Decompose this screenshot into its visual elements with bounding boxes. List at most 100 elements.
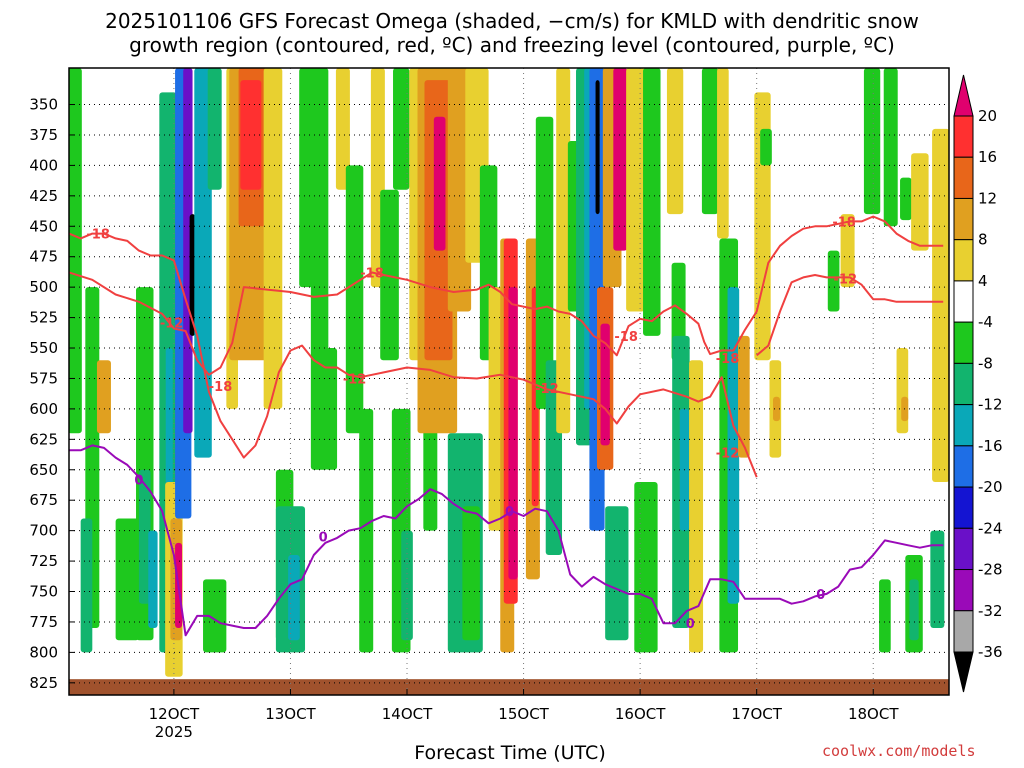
contour-line [69,215,944,376]
contour-label: -12 [160,316,184,331]
omega-cell [433,116,446,251]
colorbar-label: 8 [978,231,988,249]
omega-cell [738,335,750,458]
y-tick-label: 550 [29,339,58,357]
omega-cell [827,250,840,312]
colorbar-bottom-arrow [953,651,974,693]
x-tick-label: 13OCT [265,705,316,723]
omega-cell [613,68,628,251]
omega-cell [423,408,438,531]
omega-cell [773,396,780,422]
contour-line [756,274,944,357]
colorbar-label: -24 [978,519,1003,537]
contour-label: -12 [716,447,740,462]
contour-label: -18 [86,228,110,243]
omega-cell [194,68,212,458]
y-tick-label: 525 [29,309,58,327]
omega-cell [909,579,919,641]
omega-cell [626,68,645,312]
omega-cell [935,360,947,482]
colorbar-segment [953,115,974,158]
colorbar-label: -36 [978,643,1003,661]
y-tick-label: 600 [29,400,58,418]
omega-cell [240,80,262,190]
colorbar-segment [953,569,974,612]
omega-cell [634,481,658,653]
contour-label: -12 [834,273,858,288]
omega-cell [508,287,518,580]
colorbar-segment [953,280,974,323]
x-tick-label: 15OCT [498,705,549,723]
contour-label: 0 [319,531,328,546]
y-tick-label: 700 [29,522,58,540]
contour-label: 0 [686,617,695,632]
y-tick-label: 775 [29,613,58,631]
y-tick-label: 575 [29,369,58,387]
x-tick-label: 14OCT [382,705,433,723]
contour-label: 0 [816,588,825,603]
contour-label: -12 [343,372,367,387]
grid-lines [69,68,949,695]
omega-cell [263,68,283,409]
y-tick-label: 800 [29,643,58,661]
omega-cell [605,506,629,641]
chart-title-line-1: 2025101106 GFS Forecast Omega (shaded, −… [105,9,919,33]
colorbar-label: -4 [978,313,993,331]
colorbar-segment [953,321,974,364]
colorbar-segment [953,362,974,406]
y-axis: 350 375 400 425 450 475 500 525 550 575 600 625 650 6… [29,96,75,692]
x-tick-label: 16OCT [615,705,666,723]
omega-cell [325,348,338,470]
colorbar-segment [953,445,974,488]
colorbar-segment [953,404,974,447]
x-tick-label: 18OCT [848,705,899,723]
y-tick-label: 350 [29,96,58,114]
omega-cell [556,68,571,434]
omega-cell [701,68,719,215]
colorbar-segment [953,156,974,199]
y-tick-label: 425 [29,187,58,205]
contour-line [69,444,944,637]
omega-cell [462,506,480,641]
omega-cell [401,530,413,641]
omega-cell [879,579,891,653]
colorbar-segment [953,239,974,282]
omega-cell [393,68,410,190]
contour-lines [69,215,944,637]
omega-cell [671,262,686,361]
contour-label: 0 [505,505,514,520]
y-tick-label: 675 [29,491,58,509]
y-tick-label: 725 [29,552,58,570]
omega-cell [689,360,704,653]
colorbar-segment [953,527,974,571]
y-tick-label: 475 [29,248,58,266]
omega-cell [69,68,82,434]
omega-shading [69,68,949,677]
colorbar-segment [953,486,974,529]
y-tick-label: 375 [29,126,58,144]
credit-link[interactable]: coolwx.com/models [822,742,976,760]
ground-terrain [69,679,949,695]
omega-cell [717,68,729,239]
omega-cell [518,360,525,531]
omega-cell [148,530,158,629]
contour-label: -18 [716,352,740,367]
y-tick-label: 625 [29,430,58,448]
colorbar-segment [953,197,974,241]
omega-cell [643,68,661,336]
omega-cell [335,68,350,190]
ground-fill [69,679,949,695]
contour-label: -18 [832,215,856,230]
colorbar-label: 4 [978,272,988,290]
colorbar-top-arrow [953,74,974,117]
colorbar: 20 16 12 8 4 -4 -8 -12 -16 -20 -24 -28 -32 -36 [953,74,1003,693]
colorbar-label: -20 [978,478,1003,496]
contour-line [69,232,758,478]
x-tick-label: 12OCT [149,705,200,723]
contour-label: -18 [360,267,384,282]
colorbar-label: -16 [978,437,1003,455]
contour-labels: -18 -12 -18 -12 -18 -12 -18 -18 -12 -18 -12 0 0 0 0 0 [86,215,857,632]
y-tick-label: 400 [29,156,58,174]
colorbar-label: -32 [978,602,1003,620]
omega-cell [207,68,222,190]
